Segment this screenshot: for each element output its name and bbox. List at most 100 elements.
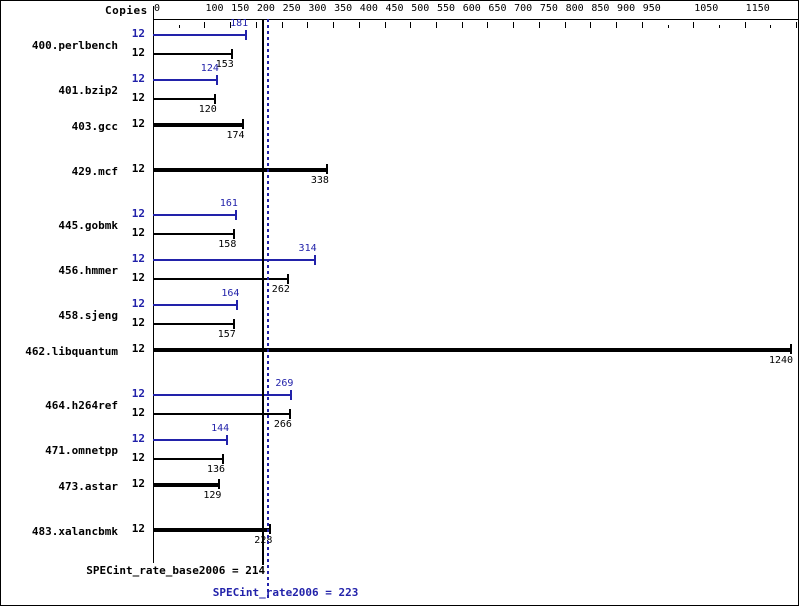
axis-tick-mark [744,22,746,28]
benchmark-group: 462.libquantum 12 1240 [1,342,798,366]
axis-tick-label: 1050 [694,3,719,14]
axis-tick-mark [693,22,695,28]
benchmark-bar [153,259,315,261]
benchmark-bar-row: 12 153 [1,46,798,70]
benchmark-bar-value-label: 164 [221,288,240,299]
benchmark-bar-value-label: 174 [226,130,245,141]
benchmark-bar-endcap [789,344,792,354]
copies-value: 12 [131,477,145,490]
benchmark-bar-endcap [213,94,216,104]
benchmark-name-label: 403.gcc [71,119,118,133]
copies-value: 12 [131,162,145,175]
axis-tick-label: 0 [154,3,161,14]
axis-tick-label: 850 [591,3,610,14]
benchmark-group: 445.gobmk 12 161 12 158 [1,198,798,250]
benchmark-bar-row: 12 124 [1,63,798,90]
axis-tick-label: 150 [231,3,250,14]
base-reference-line [262,19,265,565]
benchmark-bar-endcap [286,274,289,284]
benchmark-group: 456.hmmer 12 314 12 262 [1,243,798,295]
copies-value: 12 [131,226,145,239]
axis-tick-mark [513,22,515,28]
copies-value: 12 [131,316,145,329]
benchmark-bar-endcap [313,255,316,265]
axis-tick-label: 250 [282,3,301,14]
benchmark-bar-value-label: 181 [230,18,249,29]
axis-tick-label: 550 [436,3,456,14]
benchmark-bar-endcap [234,210,237,220]
copies-value: 12 [131,522,145,535]
benchmark-group: 429.mcf 12 338 [1,162,798,186]
axis-tick-label: 1250 [797,3,798,14]
benchmark-bar [153,323,234,325]
benchmark-bar-endcap [226,435,229,445]
axis-tick-label: 650 [488,3,507,14]
benchmark-name-label: 462.libquantum [25,344,118,358]
benchmark-name-label: 401.bzip2 [58,84,118,97]
benchmark-bar-value-label: 338 [310,175,329,186]
benchmark-bar [153,34,247,36]
axis-tick-mark [641,22,643,28]
benchmark-bar-endcap [245,30,248,40]
benchmark-bar-value-label: 157 [217,329,236,340]
benchmark-bar [153,528,271,532]
benchmark-bar [153,98,215,100]
axis-tick-mark [358,22,360,28]
benchmark-bar-value-label: 129 [203,490,222,501]
axis-tick-label: 600 [462,3,481,14]
axis-tick-mark [538,22,540,28]
benchmark-bar-endcap [290,390,293,400]
benchmark-bar-value-label: 136 [206,464,226,475]
benchmark-bar-value-label: 158 [218,239,237,250]
benchmark-bar-endcap [218,479,221,489]
axis-tick-label: 950 [642,3,661,14]
copies-value: 12 [131,297,145,310]
axis-tick-mark [204,22,206,28]
benchmark-bar [153,168,327,172]
benchmark-name-label: 483.xalancbmk [31,524,118,538]
benchmark-bar-value-label: 161 [219,198,238,209]
copies-value: 12 [131,342,145,355]
axis-tick-mark [564,22,566,28]
axis-tick-label: 500 [411,3,430,14]
benchmark-name-label: 473.astar [58,479,118,493]
benchmark-bar-endcap [236,300,239,310]
copies-value: 12 [131,406,145,419]
benchmark-bar-row: 12 157 [1,316,798,340]
benchmark-bar-row: 12 164 [1,288,798,315]
benchmark-bar-row: 12 129 [1,477,798,501]
copies-value: 12 [131,46,145,59]
axis-tick-mark [616,22,618,28]
benchmark-bar-value-label: 262 [271,284,290,295]
benchmark-bar [153,348,791,352]
benchmark-bar-row: 12 136 [1,451,798,475]
benchmark-name-label: 458.sjeng [58,309,118,322]
axis-tick-mark [384,22,386,28]
axis-tick-mark [770,25,772,28]
peak-summary-label: SPECint_rate2006 = 223 [212,586,359,599]
benchmark-bar-endcap [221,454,224,464]
benchmark-name-label: 429.mcf [71,164,118,178]
benchmark-bar-endcap [215,75,218,85]
benchmark-group: 458.sjeng 12 164 12 157 [1,288,798,340]
benchmark-name-label: 400.perlbench [31,39,118,52]
axis-tick-mark [796,22,798,28]
peak-reference-line [266,19,269,599]
benchmark-bar [153,439,228,441]
axis-tick-label: 900 [617,3,636,14]
axis-tick-label: 350 [334,3,353,14]
benchmark-bar-row: 12 161 [1,198,798,225]
benchmark-bar-row: 12 120 [1,91,798,115]
benchmark-bar-value-label: 1240 [768,355,794,366]
axis-tick-mark [230,22,232,28]
axis-tick-label: 300 [308,3,327,14]
benchmark-name-label: 456.hmmer [58,264,118,277]
axis-vertical-line [153,6,154,563]
benchmark-name-label: 445.gobmk [58,219,118,232]
benchmark-bar-value-label: 144 [211,423,230,434]
benchmark-bar-endcap [325,164,328,174]
benchmark-bar-value-label: 266 [273,419,292,430]
copies-value: 12 [131,387,145,400]
axis-tick-label: 100 [205,3,224,14]
benchmark-bar-row: 12 266 [1,406,798,430]
